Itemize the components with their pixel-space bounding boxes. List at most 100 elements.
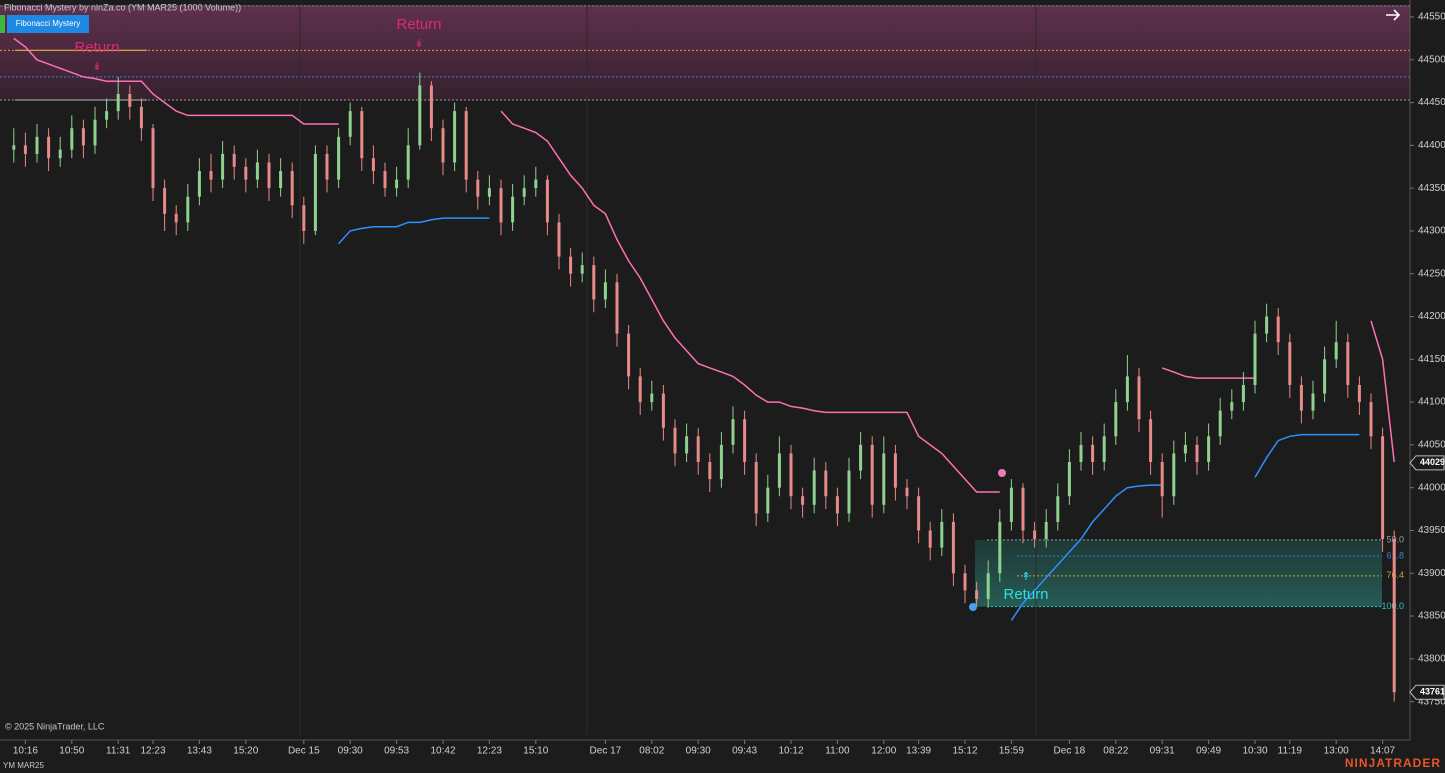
- x-tick-label: 13:39: [906, 746, 931, 757]
- candle-body: [627, 333, 631, 377]
- candle-body: [35, 136, 39, 154]
- candle-body: [221, 153, 225, 180]
- candle-body: [174, 213, 178, 223]
- candle-body: [812, 470, 816, 505]
- candle-body: [1056, 496, 1060, 522]
- candle-body: [1114, 402, 1118, 437]
- candle-body: [731, 419, 735, 445]
- candle-body: [23, 145, 27, 154]
- x-tick-label: 11:31: [106, 746, 131, 757]
- candle-body: [1381, 436, 1385, 540]
- candle-body: [1183, 444, 1187, 454]
- indicator-button-label[interactable]: Fibonacci Mystery: [16, 19, 80, 28]
- candle-body: [1207, 436, 1211, 462]
- x-tick-label: 09:53: [384, 746, 409, 757]
- y-tick-label: 44000: [1418, 482, 1445, 493]
- instrument: YM MAR25: [3, 761, 44, 770]
- candle-body: [1172, 453, 1176, 497]
- candle-body: [603, 282, 607, 300]
- candle-body: [743, 419, 747, 462]
- candle-body: [1311, 393, 1315, 411]
- y-tick-label: 43750: [1418, 696, 1445, 707]
- candle-body: [580, 265, 584, 274]
- trail-line: [338, 217, 490, 245]
- y-tick-label: 43850: [1418, 611, 1445, 622]
- candle-body: [1137, 376, 1141, 420]
- return-label: Return: [1003, 586, 1048, 603]
- underlay: 50.061.876.4100.0: [0, 5, 1410, 611]
- candle-body: [661, 393, 665, 428]
- candle-body: [928, 530, 932, 548]
- return-arrow: ↟: [1021, 571, 1030, 583]
- x-tick-label: 08:22: [1103, 746, 1128, 757]
- return-arrow: ↡: [92, 61, 101, 73]
- price-marker-box: [1409, 455, 1445, 471]
- candle-body: [882, 453, 886, 505]
- y-tick-label: 44150: [1418, 354, 1445, 365]
- candle-body: [487, 188, 491, 197]
- resistance-zone: [0, 5, 1410, 100]
- candle-body: [360, 111, 364, 159]
- candle-body: [371, 158, 375, 172]
- expand-icon[interactable]: [1386, 9, 1401, 21]
- candle-body: [522, 188, 526, 197]
- candle-body: [905, 487, 909, 497]
- trail-line: [1010, 484, 1163, 621]
- trail-line: [13, 37, 339, 125]
- candle-body: [534, 179, 538, 189]
- y-tick-label: 43800: [1418, 653, 1445, 664]
- candle-body: [847, 470, 851, 514]
- candle-body: [93, 119, 97, 146]
- x-tick-label: 08:02: [639, 746, 664, 757]
- x-tick-label: 15:20: [233, 746, 258, 757]
- candle-body: [163, 188, 167, 214]
- candle-body: [545, 179, 549, 223]
- candle-body: [893, 453, 897, 488]
- candle-body: [441, 128, 445, 163]
- candle-body: [1195, 444, 1199, 462]
- candle-body: [1033, 530, 1037, 540]
- candle-body: [70, 128, 74, 150]
- y-tick-label: 44300: [1418, 226, 1445, 237]
- candle-body: [348, 111, 352, 137]
- candle-body: [1334, 342, 1338, 360]
- candle-body: [1067, 461, 1071, 497]
- candle-body: [418, 85, 422, 146]
- fib-zone: [975, 539, 1382, 607]
- candle-body: [464, 111, 468, 180]
- x-tick-label: 14:07: [1370, 746, 1395, 757]
- candle-body: [859, 444, 863, 471]
- candle-body: [1149, 419, 1153, 462]
- indicator-button[interactable]: [7, 15, 89, 33]
- candle-body: [1346, 342, 1350, 385]
- chart-title: Fibonacci Mystery by ninZa.co (YM MAR25 …: [4, 2, 241, 12]
- x-tick-label: 15:59: [999, 746, 1024, 757]
- return-label: Return: [74, 39, 119, 56]
- swing-low-dot: [969, 603, 977, 611]
- candle-body: [1160, 461, 1164, 497]
- y-tick-label: 44100: [1418, 397, 1445, 408]
- candle-body: [511, 196, 515, 223]
- candle-body: [557, 222, 561, 257]
- candle-body: [197, 171, 201, 197]
- candle-body: [1102, 436, 1106, 462]
- x-tick-label: 10:16: [13, 746, 38, 757]
- x-tick-label: 09:30: [686, 746, 711, 757]
- price-marker-label: 44029: [1420, 457, 1445, 467]
- x-tick-label: 09:49: [1196, 746, 1221, 757]
- trail-line: [1254, 433, 1360, 478]
- candle-body: [232, 153, 236, 167]
- candle-body: [313, 153, 317, 231]
- candle-body: [499, 188, 503, 223]
- x-tick-label: 13:43: [187, 746, 212, 757]
- x-tick-label: 13:00: [1324, 746, 1349, 757]
- x-tick-label: 10:42: [430, 746, 455, 757]
- candle-body: [58, 149, 62, 159]
- candle-body: [638, 376, 642, 403]
- candle-body: [1276, 316, 1280, 343]
- candle-body: [650, 393, 654, 403]
- candle-body: [719, 444, 723, 480]
- candle-body: [1253, 333, 1257, 385]
- candle-body: [673, 427, 677, 454]
